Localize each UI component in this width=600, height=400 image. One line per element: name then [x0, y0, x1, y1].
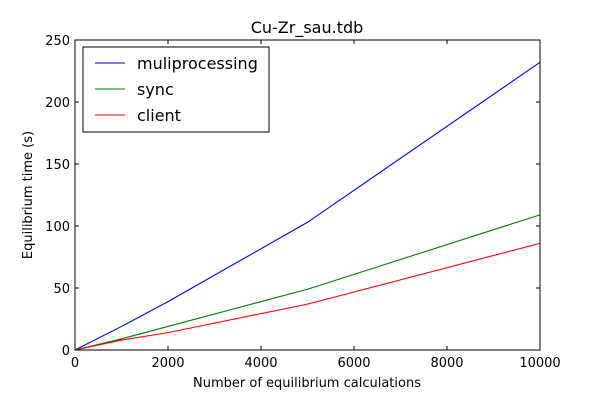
x-tick-label: 4000	[244, 356, 277, 371]
ticks-layer: 0 2000 4000 6000 8000 10000 0 50 100 150 200 250	[45, 34, 561, 371]
y-tick-label: 0	[62, 344, 70, 359]
legend-label-1: sync	[137, 80, 174, 99]
x-tick-label: 10000	[519, 356, 560, 371]
y-tick-label: 50	[53, 282, 70, 297]
series-line-1	[74, 214, 541, 351]
x-axis-label: Number of equilibrium calculations	[193, 376, 421, 391]
series-layer	[74, 61, 541, 351]
y-tick-label: 100	[45, 220, 70, 235]
y-axis-label: Equilibrium time (s)	[21, 131, 36, 259]
plot-frame	[74, 39, 541, 351]
x-tick-label: 2000	[151, 356, 184, 371]
series-line-0	[74, 61, 541, 351]
x-tick-label: 6000	[337, 356, 370, 371]
x-tick-label: 0	[71, 356, 79, 371]
legend-label-2: client	[137, 106, 181, 125]
x-tick-label: 8000	[430, 356, 463, 371]
y-tick-label: 200	[45, 96, 70, 111]
y-tick-label: 150	[45, 158, 70, 173]
y-tick-label: 250	[45, 34, 70, 49]
legend-label-0: muliprocessing	[137, 54, 258, 73]
legend: muliprocessing sync client	[82, 46, 270, 133]
series-line-2	[74, 242, 541, 351]
chart-title: Cu-Zr_sau.tdb	[251, 18, 364, 38]
